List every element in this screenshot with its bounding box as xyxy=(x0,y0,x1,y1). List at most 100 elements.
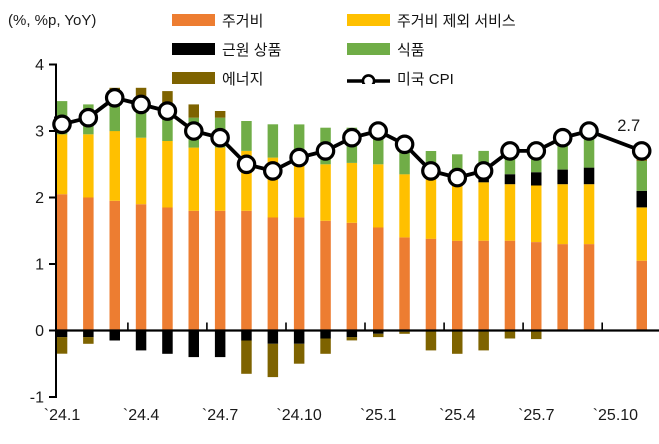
cpi-line-marker xyxy=(52,114,72,135)
bar-segment xyxy=(373,227,384,331)
bar-segment xyxy=(583,134,595,168)
x-axis-tick-label: `24.7 xyxy=(202,407,239,424)
bar-segment xyxy=(135,137,147,205)
cpi-line-marker xyxy=(210,127,230,148)
bar-segment xyxy=(373,330,384,334)
bar-segment xyxy=(478,182,489,241)
bar-segment xyxy=(320,220,331,331)
last-value-annotation: 2.7 xyxy=(617,117,640,135)
bar-segment xyxy=(109,330,120,341)
bar-segment xyxy=(531,172,542,186)
bar-segment xyxy=(425,177,437,239)
bar-segment xyxy=(162,207,173,331)
bar-segment xyxy=(373,333,384,338)
cpi-line-marker xyxy=(342,127,362,148)
cpi-line-marker xyxy=(157,101,178,121)
y-axis-tick-label: 0 xyxy=(35,323,44,340)
bar-segment xyxy=(83,134,94,198)
bar-segment xyxy=(399,174,410,238)
bar-segment xyxy=(56,330,68,338)
legend-item: 미국 CPI xyxy=(347,67,516,89)
bar-segment xyxy=(583,244,595,331)
bar-segment xyxy=(636,260,647,331)
cpi-line-marker xyxy=(78,107,99,128)
cpi-line-marker xyxy=(500,141,520,161)
bar-segment xyxy=(214,147,226,211)
color-swatch-icon xyxy=(347,14,390,26)
x-axis-tick-label: `24.1 xyxy=(44,407,81,424)
cpi-line-marker xyxy=(289,147,309,168)
bar-segment xyxy=(531,242,542,331)
bar-segment xyxy=(267,343,279,378)
bar-segment xyxy=(346,162,358,223)
bar-segment xyxy=(531,330,542,340)
bar-segment xyxy=(267,330,279,344)
legend-item: 주거비 제외 서비스 xyxy=(347,9,516,31)
cpi-line-marker xyxy=(262,161,283,181)
bar-segment xyxy=(425,330,437,351)
line-marker-swatch-icon xyxy=(347,74,390,84)
bar-segment xyxy=(583,184,595,245)
bar-segment xyxy=(293,217,305,331)
bar-segment xyxy=(504,174,516,185)
cpi-line-marker xyxy=(131,94,151,115)
bar-segment xyxy=(83,330,94,338)
cpi-line-marker xyxy=(447,167,468,188)
bar-segment xyxy=(557,244,568,331)
bar-segment xyxy=(293,124,305,161)
axis-units-label: (%, %p, YoY) xyxy=(8,12,97,29)
legend-item-label: 식품 xyxy=(397,41,425,59)
bar-segment xyxy=(320,338,331,354)
bar-segment xyxy=(373,127,384,165)
bar-segment xyxy=(320,164,331,221)
bar-segment xyxy=(504,240,516,331)
cpi-line-marker xyxy=(315,141,336,161)
bar-segment xyxy=(188,147,199,211)
bar-segment xyxy=(109,131,120,201)
bar-segment xyxy=(293,343,305,364)
cpi-line-marker xyxy=(552,127,573,148)
bar-segment xyxy=(109,97,120,132)
bar-segment xyxy=(241,210,252,331)
color-swatch-icon xyxy=(347,43,390,55)
y-axis-tick-label: 1 xyxy=(35,257,44,274)
bar-segment xyxy=(478,330,489,351)
bar-segment xyxy=(188,330,199,358)
y-axis-tick-label: -1 xyxy=(30,390,44,407)
bar-segment xyxy=(241,340,252,374)
bar-segment xyxy=(56,134,68,195)
bar-segment xyxy=(188,104,199,118)
legend-item-label: 주거비 제외 서비스 xyxy=(397,12,516,30)
bar-segment xyxy=(83,197,94,331)
x-axis-tick-label: `25.1 xyxy=(360,407,397,424)
bar-segment xyxy=(56,337,68,354)
bar-segment xyxy=(293,160,305,218)
bar-segment xyxy=(162,141,173,208)
legend-item: 주거비 xyxy=(172,9,281,31)
x-axis-tick-label: `25.10 xyxy=(593,407,638,424)
bar-segment xyxy=(636,190,647,208)
x-axis-tick-label: `25.7 xyxy=(518,407,555,424)
bar-segment xyxy=(636,160,647,191)
bar-segment xyxy=(504,330,516,339)
color-swatch-icon xyxy=(172,72,215,84)
y-axis-tick-label: 4 xyxy=(35,57,44,74)
bar-segment xyxy=(135,204,147,331)
color-swatch-icon xyxy=(172,43,215,55)
bar-segment xyxy=(346,337,358,341)
bar-segment xyxy=(583,167,595,185)
bar-segment xyxy=(214,210,226,331)
bar-segment xyxy=(135,104,147,138)
bar-segment xyxy=(531,185,542,242)
bar-segment xyxy=(346,330,358,338)
legend-item: 에너지 xyxy=(172,67,281,89)
bar-segment xyxy=(636,207,647,261)
bar-segment xyxy=(452,180,463,241)
bar-segment xyxy=(478,240,489,331)
legend-item-label: 근원 상품 xyxy=(222,41,282,59)
cpi-line-marker xyxy=(236,154,257,175)
legend-item-label: 에너지 xyxy=(222,70,264,88)
bar-segment xyxy=(557,139,568,170)
